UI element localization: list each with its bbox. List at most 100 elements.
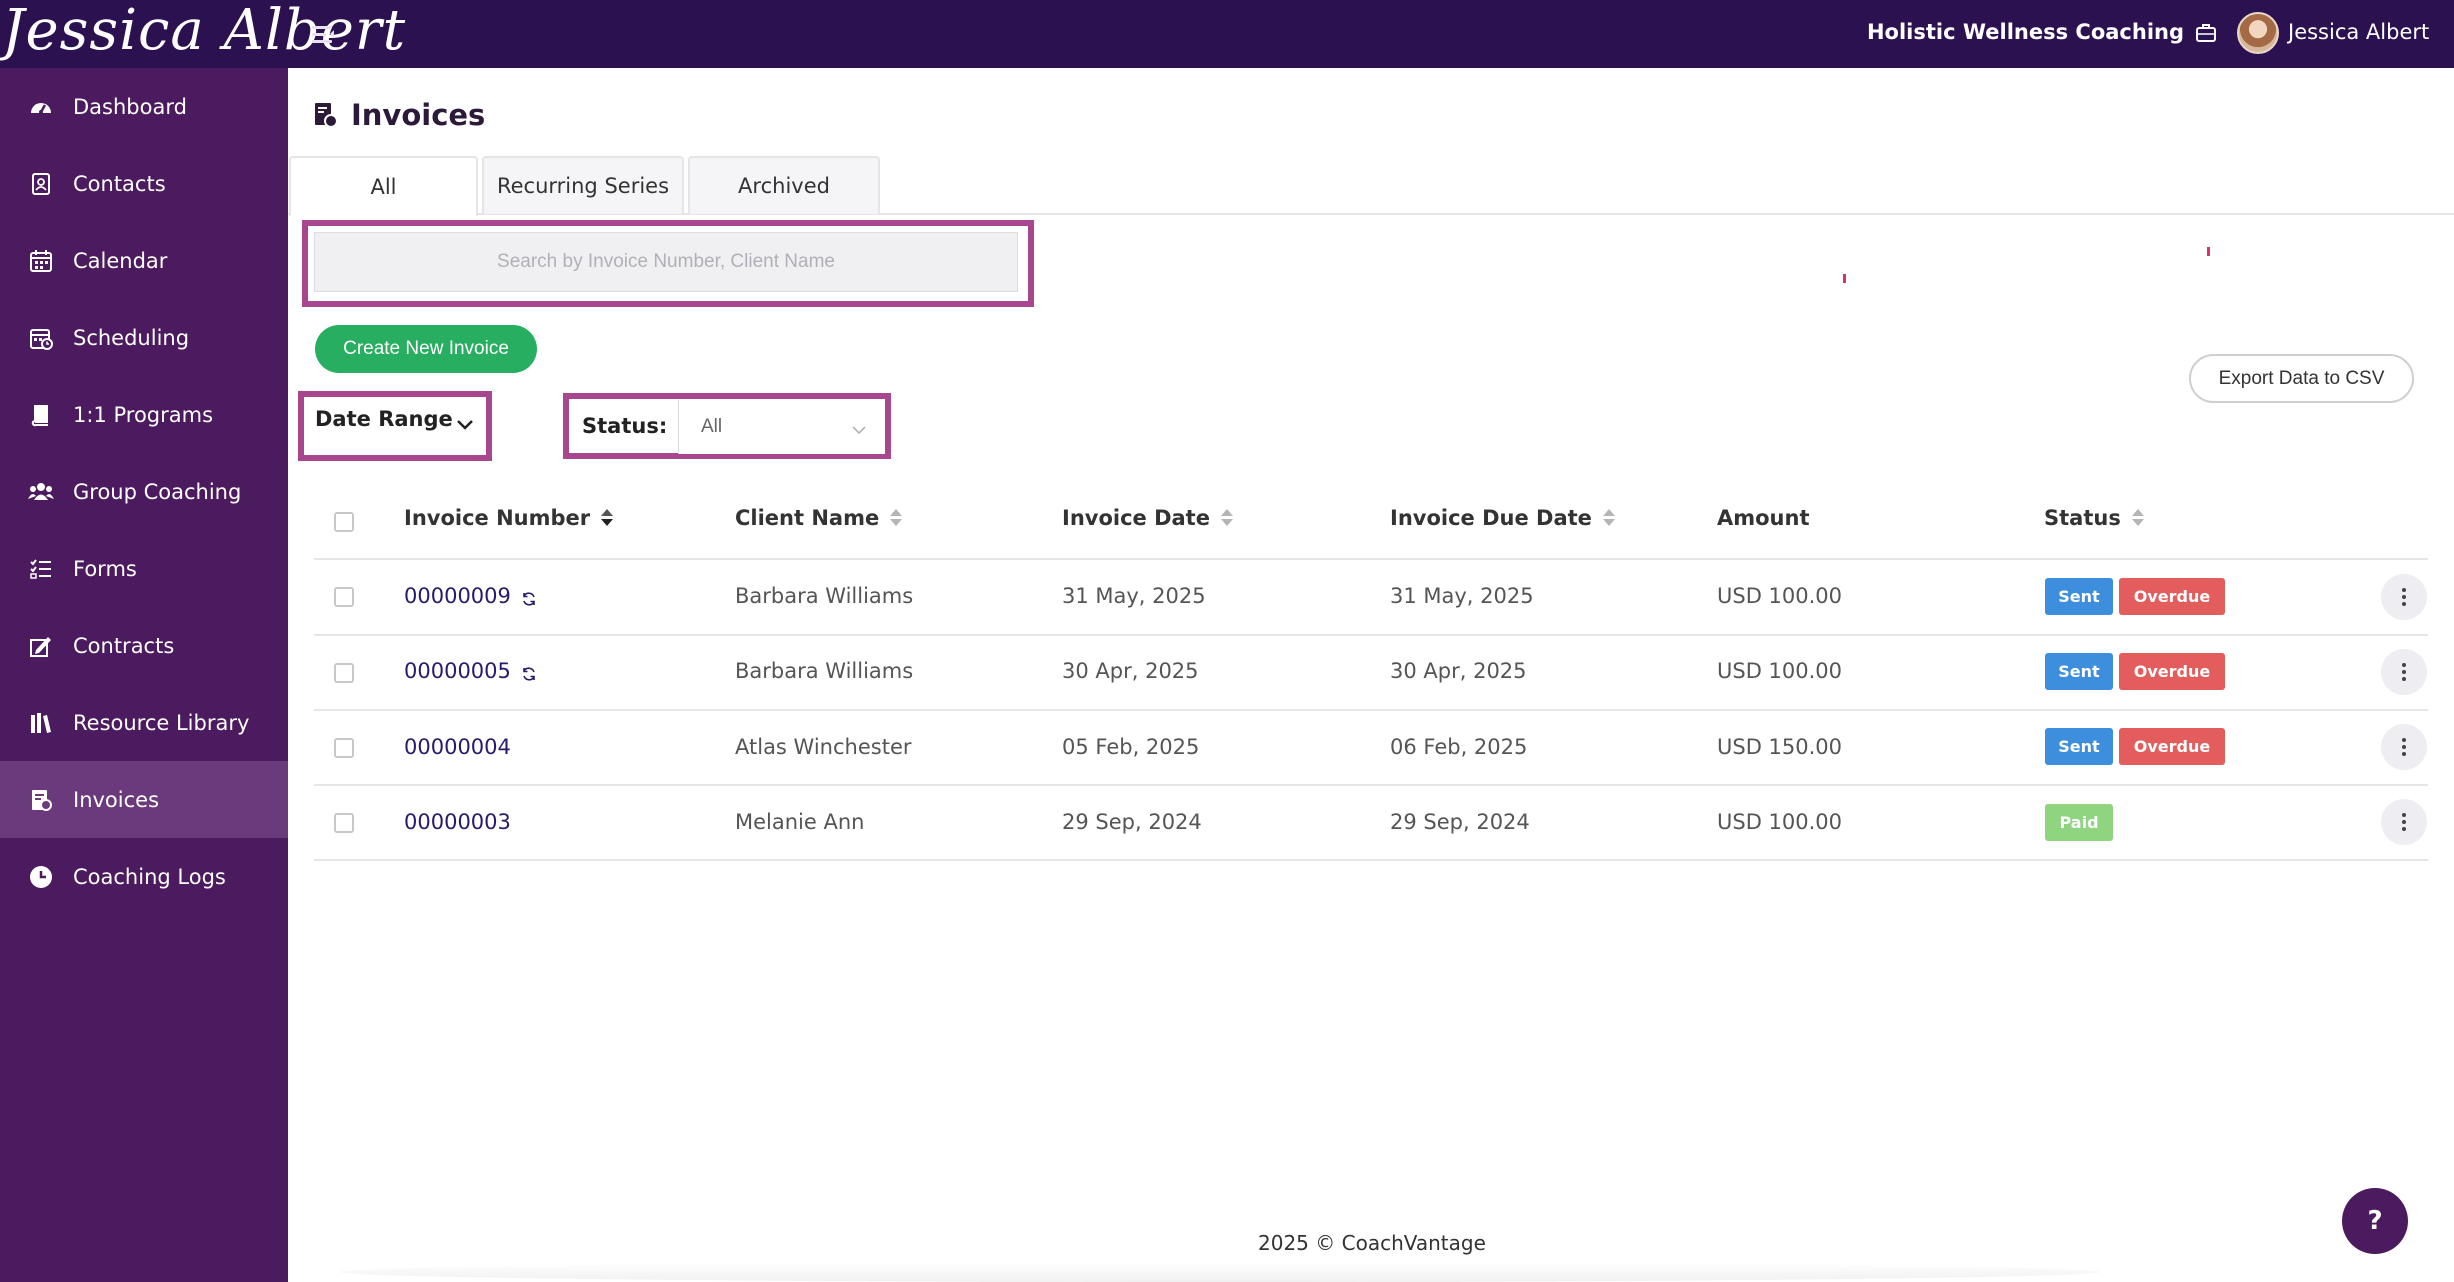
contacts-icon: [28, 171, 54, 197]
status-select[interactable]: All: [678, 400, 885, 454]
sidebar-item-label: Forms: [73, 556, 137, 581]
search-input[interactable]: Search by Invoice Number, Client Name: [314, 232, 1018, 292]
row-divider: [314, 634, 2428, 636]
invoice-number-link[interactable]: 00000004: [404, 735, 511, 759]
recurring-icon: [521, 588, 537, 606]
sidebar-item-label: Calendar: [73, 248, 168, 273]
footer-copyright: 2025 © CoachVantage: [1258, 1231, 1486, 1255]
invoice-date: 05 Feb, 2025: [1062, 735, 1200, 759]
header-label: Invoice Number: [404, 506, 591, 530]
client-name: Barbara Williams: [735, 659, 914, 683]
menu-toggle-icon[interactable]: [308, 20, 338, 50]
briefcase-icon[interactable]: [2195, 22, 2217, 44]
invoice-number-link[interactable]: 00000009: [404, 584, 537, 608]
sidebar-item-scheduling[interactable]: Scheduling: [0, 299, 288, 376]
sidebar-item-label: Invoices: [73, 787, 160, 812]
sort-icon[interactable]: [889, 509, 903, 527]
calendar-icon: [28, 248, 54, 274]
header-client-name[interactable]: Client Name: [735, 506, 903, 530]
chevron-down-icon: [851, 420, 867, 435]
invoice-date: 30 Apr, 2025: [1062, 659, 1199, 683]
sidebar-item-contacts[interactable]: Contacts: [0, 145, 288, 222]
sidebar-item-resource-library[interactable]: Resource Library: [0, 684, 288, 761]
dashboard-icon: [28, 94, 54, 120]
header-invoice-number[interactable]: Invoice Number: [404, 506, 614, 530]
invoice-icon: [28, 787, 54, 813]
header-label: Status: [2044, 506, 2121, 530]
date-range-dropdown[interactable]: Date Range: [315, 407, 453, 431]
tab-all[interactable]: All: [289, 156, 478, 216]
sidebar-item-coaching-logs[interactable]: Coaching Logs: [0, 838, 288, 915]
row-checkbox[interactable]: [334, 587, 354, 607]
row-checkbox[interactable]: [334, 663, 354, 683]
invoice-number-link[interactable]: 00000005: [404, 659, 537, 683]
sort-icon[interactable]: [1602, 509, 1616, 527]
sidebar-item-invoices[interactable]: Invoices: [0, 761, 288, 838]
clock-icon: [28, 864, 54, 890]
row-actions-menu-icon[interactable]: [2381, 799, 2427, 845]
row-divider: [314, 784, 2428, 786]
sidebar-item-programs[interactable]: 1:1 Programs: [0, 376, 288, 453]
header-label: Amount: [1717, 506, 1810, 530]
sidebar-item-label: Coaching Logs: [73, 864, 226, 889]
invoice-number-link[interactable]: 00000003: [404, 810, 511, 834]
header-label: Invoice Due Date: [1390, 506, 1592, 530]
sort-icon[interactable]: [2131, 509, 2145, 527]
sidebar-item-calendar[interactable]: Calendar: [0, 222, 288, 299]
avatar[interactable]: [2237, 12, 2279, 54]
amount: USD 150.00: [1717, 735, 1843, 759]
row-checkbox[interactable]: [334, 738, 354, 758]
logo[interactable]: Jessica Albert: [2, 0, 407, 63]
status-badge-overdue: Overdue: [2119, 653, 2225, 690]
sidebar-item-label: 1:1 Programs: [73, 402, 214, 427]
chevron-down-icon[interactable]: [455, 417, 475, 431]
page-title: Invoices: [351, 98, 486, 132]
row-checkbox[interactable]: [334, 813, 354, 833]
status-badge-overdue: Overdue: [2119, 728, 2225, 765]
due-date: 29 Sep, 2024: [1390, 810, 1530, 834]
client-name: Melanie Ann: [735, 810, 865, 834]
sidebar-item-contracts[interactable]: Contracts: [0, 607, 288, 684]
row-divider: [314, 859, 2428, 861]
amount: USD 100.00: [1717, 810, 1843, 834]
export-csv-button[interactable]: Export Data to CSV: [2189, 354, 2414, 403]
sort-icon[interactable]: [1220, 509, 1234, 527]
top-bar: Jessica Albert Holistic Wellness Coachin…: [0, 0, 2454, 68]
row-actions-menu-icon[interactable]: [2381, 649, 2427, 695]
row-actions-menu-icon[interactable]: [2381, 574, 2427, 620]
sort-icon[interactable]: [600, 509, 614, 527]
sidebar-item-label: Resource Library: [73, 710, 250, 735]
sidebar-item-dashboard[interactable]: Dashboard: [0, 68, 288, 145]
header-status[interactable]: Status: [2044, 506, 2145, 530]
search-highlight: [302, 220, 1034, 307]
amount: USD 100.00: [1717, 659, 1843, 683]
help-button[interactable]: ?: [2342, 1188, 2408, 1254]
due-date: 06 Feb, 2025: [1390, 735, 1528, 759]
sidebar-item-label: Dashboard: [73, 94, 187, 119]
status-badge-sent: Sent: [2045, 578, 2113, 615]
row-divider: [314, 558, 2428, 560]
header-label: Client Name: [735, 506, 880, 530]
sidebar-item-label: Contracts: [73, 633, 175, 658]
row-actions-menu-icon[interactable]: [2381, 724, 2427, 770]
status-filter-highlight: [563, 393, 891, 459]
due-date: 30 Apr, 2025: [1390, 659, 1527, 683]
sidebar-item-group-coaching[interactable]: Group Coaching: [0, 453, 288, 530]
due-date: 31 May, 2025: [1390, 584, 1534, 608]
date-range-highlight: [298, 391, 492, 461]
select-all-checkbox[interactable]: [334, 512, 354, 532]
library-icon: [28, 710, 54, 736]
tab-archived[interactable]: Archived: [688, 156, 880, 214]
invoice-date: 29 Sep, 2024: [1062, 810, 1202, 834]
scheduling-icon: [28, 325, 54, 351]
create-invoice-button[interactable]: Create New Invoice: [315, 325, 537, 373]
user-name[interactable]: Jessica Albert: [2288, 20, 2430, 44]
client-name: Atlas Winchester: [735, 735, 912, 759]
book-icon: [28, 402, 54, 428]
invoice-number: 00000005: [404, 659, 511, 683]
header-due-date[interactable]: Invoice Due Date: [1390, 506, 1616, 530]
header-invoice-date[interactable]: Invoice Date: [1062, 506, 1234, 530]
sidebar-item-forms[interactable]: Forms: [0, 530, 288, 607]
tab-recurring-series[interactable]: Recurring Series: [482, 156, 684, 214]
marker: [1843, 274, 1846, 283]
